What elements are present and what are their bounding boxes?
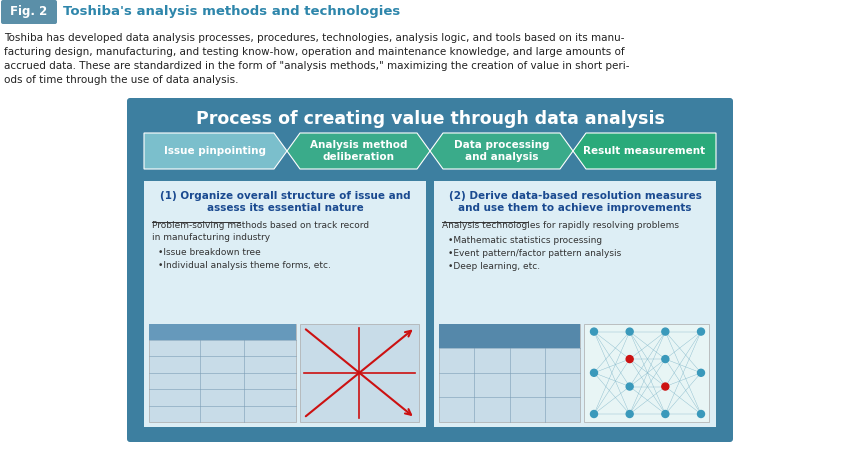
- Text: in manufacturing industry: in manufacturing industry: [152, 233, 270, 242]
- Text: Process of creating value through data analysis: Process of creating value through data a…: [195, 110, 664, 128]
- Text: •Mathematic statistics processing: •Mathematic statistics processing: [448, 236, 602, 245]
- Circle shape: [590, 410, 598, 418]
- Text: Data processing
and analysis: Data processing and analysis: [454, 140, 550, 162]
- Text: Analysis technologies for rapidly resolving problems: Analysis technologies for rapidly resolv…: [442, 221, 679, 230]
- FancyBboxPatch shape: [300, 324, 419, 422]
- Circle shape: [697, 369, 704, 376]
- Text: •Individual analysis theme forms, etc.: •Individual analysis theme forms, etc.: [158, 261, 331, 270]
- Text: •Event pattern/factor pattern analysis: •Event pattern/factor pattern analysis: [448, 249, 621, 258]
- Circle shape: [626, 383, 633, 390]
- Circle shape: [697, 410, 704, 418]
- Circle shape: [590, 328, 598, 335]
- FancyBboxPatch shape: [127, 98, 733, 442]
- FancyBboxPatch shape: [584, 324, 709, 422]
- Text: Problem-solving methods based on track record: Problem-solving methods based on track r…: [152, 221, 369, 230]
- Text: •Deep learning, etc.: •Deep learning, etc.: [448, 262, 540, 271]
- FancyBboxPatch shape: [144, 181, 426, 427]
- Circle shape: [626, 356, 633, 362]
- Circle shape: [662, 356, 669, 362]
- Text: Issue pinpointing: Issue pinpointing: [164, 146, 266, 156]
- Polygon shape: [430, 133, 573, 169]
- Circle shape: [590, 369, 598, 376]
- Text: •Issue breakdown tree: •Issue breakdown tree: [158, 248, 261, 257]
- Text: ods of time through the use of data analysis.: ods of time through the use of data anal…: [4, 75, 238, 85]
- Text: (1) Organize overall structure of issue and
assess its essential nature: (1) Organize overall structure of issue …: [160, 191, 410, 212]
- Polygon shape: [287, 133, 430, 169]
- Text: Fig. 2: Fig. 2: [10, 5, 48, 18]
- FancyBboxPatch shape: [149, 324, 295, 422]
- Text: (2) Derive data-based resolution measures
and use them to achieve improvements: (2) Derive data-based resolution measure…: [448, 191, 702, 212]
- Text: Toshiba's analysis methods and technologies: Toshiba's analysis methods and technolog…: [63, 5, 400, 18]
- Circle shape: [662, 410, 669, 418]
- Circle shape: [662, 328, 669, 335]
- Polygon shape: [573, 133, 716, 169]
- Polygon shape: [144, 133, 287, 169]
- FancyBboxPatch shape: [439, 324, 580, 348]
- Circle shape: [697, 328, 704, 335]
- Text: Toshiba has developed data analysis processes, procedures, technologies, analysi: Toshiba has developed data analysis proc…: [4, 33, 625, 43]
- Text: accrued data. These are standardized in the form of "analysis methods," maximizi: accrued data. These are standardized in …: [4, 61, 630, 71]
- FancyBboxPatch shape: [439, 324, 580, 422]
- FancyBboxPatch shape: [149, 324, 295, 340]
- Text: Analysis method
deliberation: Analysis method deliberation: [310, 140, 407, 162]
- FancyBboxPatch shape: [434, 181, 716, 427]
- Circle shape: [626, 328, 633, 335]
- Circle shape: [626, 410, 633, 418]
- FancyBboxPatch shape: [1, 0, 57, 24]
- Text: Result measurement: Result measurement: [583, 146, 706, 156]
- Circle shape: [662, 383, 669, 390]
- Text: facturing design, manufacturing, and testing know-how, operation and maintenance: facturing design, manufacturing, and tes…: [4, 47, 625, 57]
